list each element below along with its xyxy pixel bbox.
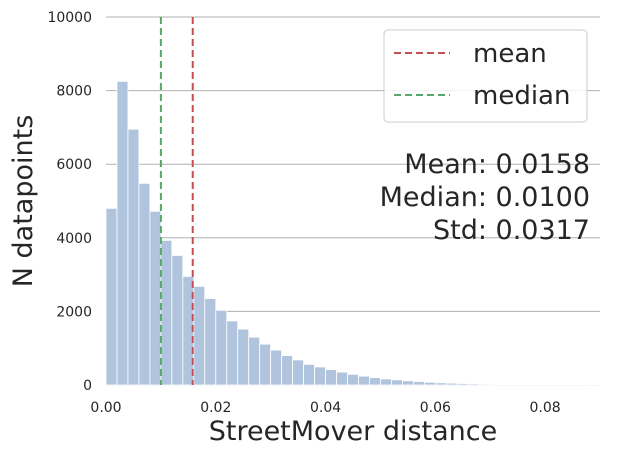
legend-box xyxy=(383,29,588,123)
histogram-bar xyxy=(358,375,370,386)
x-axis-label: StreetMover distance xyxy=(209,416,498,447)
stats-annotation: Mean: 0.0158 Median: 0.0100 Std: 0.0317 xyxy=(380,149,590,246)
histogram-bar xyxy=(116,81,129,386)
histogram-bar xyxy=(391,379,403,386)
y-tick-label: 8000 xyxy=(56,84,92,100)
x-tick-label: 0.00 xyxy=(90,400,121,416)
y-tick-label: 6000 xyxy=(56,157,92,173)
histogram-bar xyxy=(325,369,337,386)
reference-lines xyxy=(159,17,194,385)
x-tick-label: 0.08 xyxy=(530,400,561,416)
histogram-bar xyxy=(292,359,305,386)
histogram-bar xyxy=(456,383,469,386)
legend-median-label: median xyxy=(473,81,570,111)
median-stat-text: Median: 0.0100 xyxy=(380,182,590,213)
histogram-bar xyxy=(412,381,425,386)
histogram-bar xyxy=(248,336,261,386)
legend-mean-label: mean xyxy=(473,39,547,69)
y-tick-label: 4000 xyxy=(56,231,92,247)
y-axis-label: N datapoints xyxy=(8,115,39,288)
histogram-bar xyxy=(281,355,294,386)
histogram-bar xyxy=(423,381,436,386)
y-axis-ticks: 0 2000 4000 6000 8000 10000 xyxy=(47,10,92,394)
histogram-bar xyxy=(336,371,348,386)
histogram-bar xyxy=(138,182,151,386)
histogram-bar xyxy=(467,383,480,386)
histogram-bar xyxy=(215,309,228,386)
histogram-bar xyxy=(445,382,458,386)
y-tick-label: 2000 xyxy=(56,304,92,320)
histogram-bar xyxy=(434,382,447,386)
x-tick-label: 0.02 xyxy=(200,400,231,416)
histogram-bar xyxy=(193,285,206,386)
histogram-bar xyxy=(259,343,272,386)
histogram-bar xyxy=(314,366,326,386)
std-stat-text: Std: 0.0317 xyxy=(433,215,590,246)
histogram-bar xyxy=(380,378,392,386)
histogram-bar xyxy=(478,383,491,386)
histogram-bar xyxy=(500,384,513,386)
histogram-bar xyxy=(303,363,315,386)
histogram-bar xyxy=(204,298,217,386)
histogram-bar xyxy=(237,328,250,386)
histogram-bar xyxy=(160,239,173,386)
histogram-bar xyxy=(347,373,359,386)
y-tick-label: 10000 xyxy=(47,10,92,26)
histogram-bar xyxy=(489,383,502,386)
histogram-bar xyxy=(149,210,162,386)
y-tick-label: 0 xyxy=(83,378,92,394)
histogram-bar xyxy=(270,349,283,386)
x-tick-label: 0.06 xyxy=(420,400,451,416)
histogram-bar xyxy=(401,380,414,386)
legend: mean median xyxy=(383,29,588,123)
histogram-bar xyxy=(226,320,239,386)
histogram-bars xyxy=(105,81,601,386)
mean-stat-text: Mean: 0.0158 xyxy=(404,149,590,180)
histogram-bar xyxy=(127,128,140,386)
histogram-bar xyxy=(369,377,381,386)
histogram-bar xyxy=(105,207,118,386)
x-tick-label: 0.04 xyxy=(310,400,341,416)
x-axis-ticks: 0.00 0.02 0.04 0.06 0.08 xyxy=(90,400,560,416)
histogram-bar xyxy=(171,255,184,386)
